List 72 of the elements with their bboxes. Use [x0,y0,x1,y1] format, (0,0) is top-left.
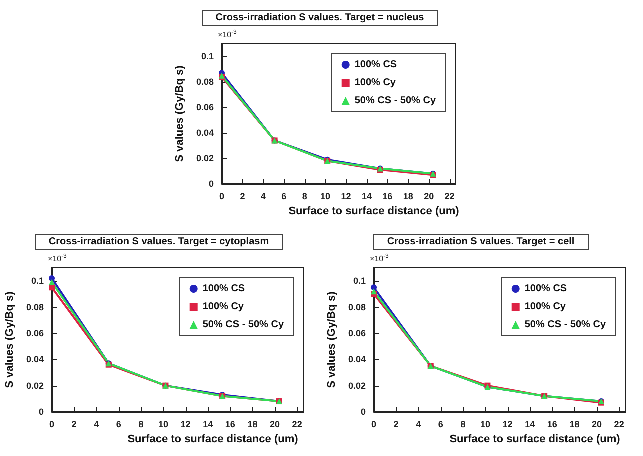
x-tick-label: 12 [180,420,191,430]
legend-label: 100% Cy [202,302,244,312]
chart-title: Cross-irradiation S values. Target = nucleus [216,12,425,24]
x-tick-label: 4 [416,420,422,430]
y-tick-label: 0.08 [196,77,214,88]
legend-label: 100% CS [524,284,568,294]
x-tick-label: 2 [72,420,77,430]
x-tick-label: 14 [362,192,372,202]
x-tick-label: 22 [614,420,624,430]
y-axis-title: S values (Gy/Bq s) [4,291,16,388]
x-tick-label: 20 [270,420,280,430]
legend-label: 100% CS [202,284,246,294]
x-tick-label: 0 [371,420,377,430]
legend-label: 50% CS - 50% Cy [354,96,436,106]
y-tick-label: 0.04 [26,354,44,365]
y-tick-label: 0.06 [26,328,44,338]
x-tick-label: 14 [203,420,214,430]
x-tick-label: 20 [424,192,434,202]
x-tick-label: 6 [116,420,122,430]
x-tick-label: 16 [225,420,236,430]
y-tick-label: 0 [208,179,214,189]
y-tick-label: 0.04 [348,354,366,365]
y-tick-label: 0.02 [348,380,366,391]
y-axis-title: S values (Gy/Bq s) [326,291,338,388]
legend-label: 100% CS [354,60,398,70]
y-tick-label: 0.1 [31,276,44,286]
x-tick-label: 22 [292,420,302,430]
x-tick-label: 10 [320,192,331,202]
y-tick-label: 0.1 [353,276,366,286]
chart-title: Cross-irradiation S values. Target = cytoplasm [48,236,270,248]
chart-title: Cross-irradiation S values. Target = cell [387,236,575,248]
x-tick-label: 8 [460,420,466,430]
x-tick-label: 12 [502,420,513,430]
y-tick-label: 0.1 [201,52,214,62]
x-tick-label: 6 [282,192,287,202]
legend-label: 100% Cy [354,78,396,88]
x-tick-label: 2 [394,420,399,430]
legend-label: 100% Cy [524,302,566,312]
x-tick-label: 0 [219,192,225,202]
x-tick-label: 8 [138,420,144,430]
x-tick-label: 22 [444,192,455,202]
x-axis-title: Surface to surface distance (um) [450,433,621,446]
y-tick-label: 0.06 [196,102,214,113]
x-tick-label: 2 [240,192,246,202]
y-tick-label: 0 [360,407,366,417]
x-axis-title: Surface to surface distance (um) [128,433,299,446]
x-tick-label: 18 [403,192,414,202]
x-tick-label: 14 [525,420,536,430]
x-tick-label: 18 [570,420,580,430]
y-tick-label: 0.02 [26,380,44,391]
x-tick-label: 6 [438,420,444,430]
y-tick-label: 0.08 [26,302,44,312]
y-tick-label: 0 [38,407,44,417]
x-tick-label: 18 [248,420,258,430]
y-tick-label: 0.02 [196,154,214,164]
x-tick-label: 4 [94,420,100,430]
x-tick-label: 16 [547,420,558,430]
y-axis-title: S values (Gy/Bq s) [174,65,186,162]
x-tick-label: 10 [480,420,491,430]
x-tick-label: 20 [592,420,602,430]
x-tick-label: 16 [382,192,393,202]
y-tick-label: 0.04 [196,128,214,138]
x-tick-label: 0 [49,420,55,430]
x-axis-title: Surface to surface distance (um) [288,205,460,218]
x-tick-label: 4 [260,192,266,202]
x-tick-label: 10 [158,420,169,430]
x-tick-label: 8 [302,192,308,202]
legend-label: 50% CS - 50% Cy [202,320,284,330]
legend-label: 50% CS - 50% Cy [524,320,606,330]
y-tick-label: 0.08 [348,302,366,312]
y-tick-label: 0.06 [348,328,366,338]
x-tick-label: 12 [341,192,352,202]
